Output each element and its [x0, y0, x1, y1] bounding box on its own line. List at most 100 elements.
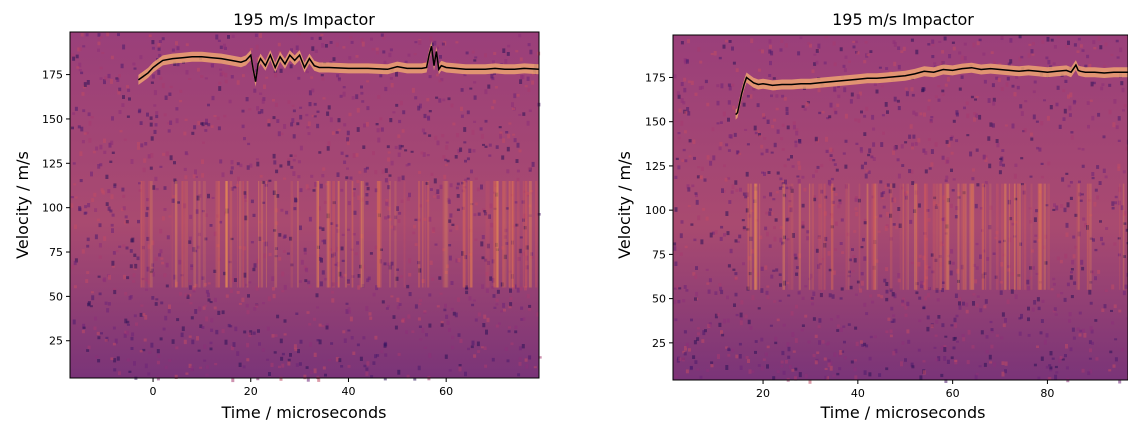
heatmap-cell	[491, 357, 495, 362]
heatmap-cell	[387, 185, 391, 190]
heatmap-cell	[827, 251, 831, 256]
heatmap-cell	[275, 169, 279, 174]
heatmap-cell	[98, 243, 102, 248]
heatmap-cell	[936, 298, 940, 302]
heatmap-cell	[982, 249, 986, 253]
heatmap-streak	[237, 181, 238, 288]
heatmap-streak	[957, 183, 960, 290]
heatmap-cell	[789, 186, 793, 190]
heatmap-cell	[418, 325, 422, 328]
heatmap-cell	[927, 266, 931, 269]
heatmap-streak	[326, 181, 329, 288]
heatmap-cell	[1091, 177, 1095, 180]
heatmap-cell	[1122, 255, 1126, 258]
heatmap-cell	[881, 114, 885, 117]
heatmap-cell	[418, 302, 422, 305]
heatmap-cell	[523, 213, 527, 219]
heatmap-cell	[927, 217, 931, 222]
heatmap-cell	[518, 361, 522, 366]
heatmap-cell	[294, 348, 298, 352]
heatmap-cell	[767, 171, 771, 174]
heatmap-cell	[1061, 177, 1065, 182]
heatmap-cell	[803, 187, 807, 192]
heatmap-cell	[836, 324, 840, 328]
heatmap-cell	[283, 124, 287, 129]
heatmap-cell	[448, 244, 452, 247]
heatmap-cell	[257, 329, 260, 333]
heatmap-cell	[173, 61, 177, 66]
heatmap-cell	[351, 275, 355, 278]
axes-frame	[69, 31, 540, 379]
heatmap-cell	[74, 224, 77, 229]
heatmap-cell	[680, 82, 684, 87]
heatmap-cell	[699, 175, 703, 180]
heatmap-cell	[888, 189, 892, 194]
heatmap-cell	[1079, 199, 1083, 202]
heatmap-cell	[974, 374, 978, 380]
heatmap-cell	[785, 111, 789, 115]
heatmap-cell	[262, 201, 266, 204]
heatmap-cell	[784, 360, 788, 364]
heatmap-cell	[992, 100, 996, 106]
heatmap-cell	[927, 106, 931, 111]
heatmap-cell	[871, 114, 875, 120]
heatmap-streak	[873, 183, 876, 290]
heatmap-cell	[82, 323, 86, 329]
heatmap-cell	[733, 132, 737, 137]
heatmap-cell	[851, 248, 854, 251]
heatmap-cell	[710, 361, 714, 364]
heatmap-cell	[885, 67, 889, 70]
heatmap-cell	[904, 358, 907, 362]
heatmap-cell	[144, 315, 148, 320]
heatmap-cell	[878, 373, 882, 377]
heatmap-cell	[474, 202, 478, 206]
heatmap-cell	[694, 360, 698, 364]
heatmap-cell	[901, 164, 905, 167]
heatmap-cell	[120, 63, 124, 69]
heatmap-streak	[1023, 183, 1027, 290]
heatmap-cell	[781, 180, 785, 184]
heatmap-cell	[481, 256, 485, 260]
heatmap-cell	[97, 33, 101, 37]
heatmap-cell	[326, 111, 330, 116]
heatmap-cell	[910, 362, 914, 367]
heatmap-cell	[393, 225, 397, 231]
heatmap-cell	[1047, 161, 1051, 166]
heatmap-cell	[314, 49, 318, 53]
heatmap-cell	[111, 116, 114, 121]
heatmap-cell	[153, 104, 157, 107]
heatmap-cell	[319, 183, 323, 189]
heatmap-cell	[242, 365, 246, 369]
heatmap-cell	[780, 38, 784, 43]
heatmap-cell	[1070, 295, 1074, 299]
heatmap-streak	[470, 181, 472, 288]
heatmap-cell	[812, 353, 816, 358]
heatmap-cell	[137, 142, 140, 146]
heatmap-streak	[389, 181, 391, 288]
heatmap-cell	[293, 344, 297, 349]
heatmap-cell	[473, 81, 477, 84]
heatmap-cell	[856, 51, 860, 55]
heatmap-cell	[912, 134, 916, 139]
heatmap-cell	[1059, 356, 1063, 359]
heatmap-cell	[1118, 379, 1122, 384]
heatmap-cell	[941, 60, 944, 64]
heatmap-streak	[181, 181, 183, 288]
heatmap-cell	[1121, 87, 1125, 93]
heatmap-cell	[760, 144, 764, 149]
heatmap-cell	[357, 285, 361, 290]
heatmap-cell	[745, 356, 749, 359]
heatmap-cell	[990, 344, 994, 349]
heatmap-cell	[933, 201, 937, 206]
heatmap-cell	[1017, 274, 1021, 277]
heatmap-cell	[398, 211, 402, 215]
heatmap-cell	[1091, 115, 1095, 121]
heatmap-cell	[110, 78, 113, 84]
heatmap-cell	[794, 140, 798, 144]
heatmap-cell	[988, 354, 992, 360]
heatmap-cell	[738, 234, 742, 239]
heatmap-cell	[358, 171, 362, 174]
heatmap-cell	[349, 316, 353, 322]
heatmap-cell	[951, 41, 955, 44]
heatmap-streak	[516, 181, 520, 288]
